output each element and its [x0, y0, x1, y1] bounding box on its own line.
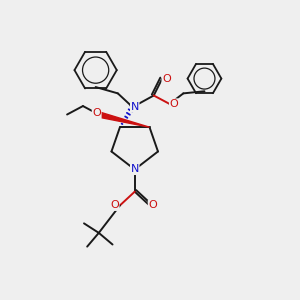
Polygon shape [98, 112, 149, 127]
Text: N: N [130, 102, 139, 112]
Text: O: O [92, 109, 101, 118]
Text: O: O [162, 74, 171, 84]
Text: O: O [148, 200, 157, 210]
Text: N: N [130, 164, 139, 175]
Text: O: O [169, 99, 178, 109]
Text: O: O [110, 200, 119, 210]
